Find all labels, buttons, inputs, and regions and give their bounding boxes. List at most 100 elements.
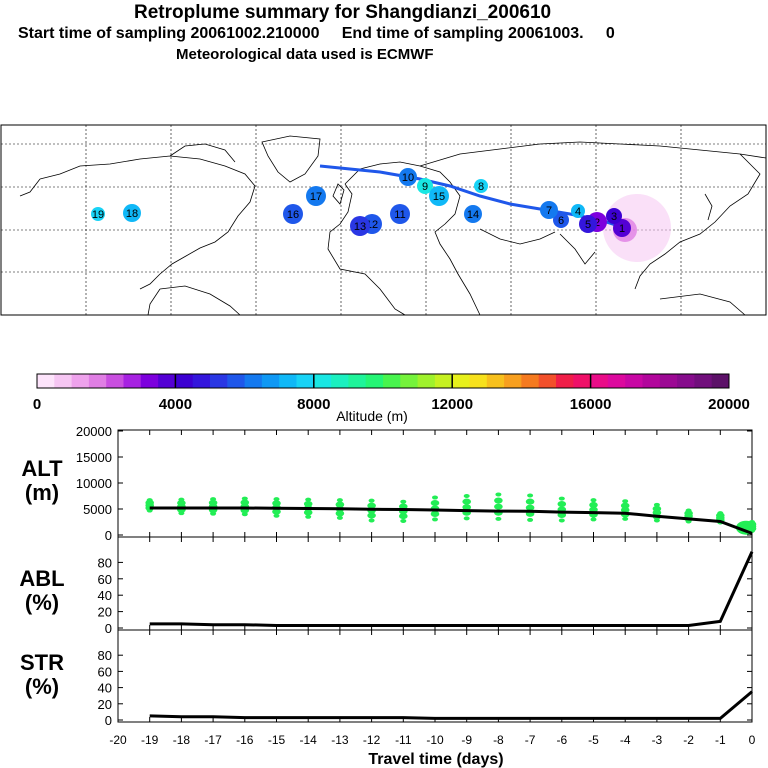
end-time-suffix: 0 <box>605 25 615 42</box>
colorbar-cell <box>210 374 228 388</box>
y-tick-label: 20000 <box>76 424 112 439</box>
trajectory-marker-label: 15 <box>433 191 445 203</box>
altitude-spread-dot <box>495 516 502 521</box>
trajectory-marker <box>91 207 105 221</box>
altitude-spread-dot <box>399 513 408 520</box>
altitude-spread-dot <box>336 498 343 503</box>
abl-panel-label: ABL <box>19 566 64 591</box>
altitude-spread-dot <box>622 516 629 521</box>
colorbar-cell <box>192 374 211 388</box>
x-tick-label: -17 <box>204 733 222 747</box>
panel-frame <box>117 536 753 631</box>
alt-panel-label: ALT <box>21 456 63 481</box>
y-tick-label: 60 <box>98 572 112 587</box>
colorbar-cell <box>504 374 522 388</box>
colorbar-cell <box>227 374 246 388</box>
altitude-spread-dot <box>495 492 502 497</box>
altitude-spread-dot <box>273 497 280 502</box>
altitude-spread-dot <box>525 498 535 505</box>
altitude-spread-dot <box>208 499 218 506</box>
y-tick-label: 0 <box>105 713 112 728</box>
trajectory-marker-label: 1 <box>619 223 625 235</box>
altitude-spread-dot <box>272 508 281 515</box>
colorbar-cell <box>348 374 367 388</box>
trajectory-marker <box>606 208 622 224</box>
altitude-spread-dot <box>305 497 312 502</box>
altitude-spread-dot <box>430 510 440 517</box>
altitude-spread-dot <box>210 497 217 502</box>
y-tick-label: 5000 <box>83 502 112 517</box>
trajectory-marker-label: 18 <box>126 208 138 220</box>
x-tick-label: -3 <box>652 733 663 747</box>
colorbar-cell <box>88 374 107 388</box>
x-tick-label: -16 <box>236 733 254 747</box>
altitude-spread-dot <box>146 498 153 503</box>
trajectory-marker <box>350 216 370 236</box>
altitude-spread-dot <box>527 493 534 498</box>
y-tick-label: 10000 <box>76 476 112 491</box>
colorbar-cell <box>677 374 695 388</box>
x-tick-label: -2 <box>683 733 694 747</box>
trajectory-marker-label: 14 <box>467 209 479 221</box>
colorbar-cell <box>365 374 384 388</box>
y-tick-label: 0 <box>105 528 112 543</box>
x-tick-label: -14 <box>300 733 318 747</box>
altitude-spread-dot <box>400 518 407 523</box>
trajectory-marker-label: 16 <box>287 209 299 221</box>
colorbar-cell <box>140 374 159 388</box>
altitude-spread-dot <box>590 517 597 522</box>
x-tick-label: -10 <box>426 733 444 747</box>
trajectory-marker-label: 6 <box>558 215 564 227</box>
colorbar-cell <box>642 374 661 388</box>
y-tick-label: 80 <box>98 555 112 570</box>
altitude-spread-dot <box>241 512 248 517</box>
x-tick-label: -13 <box>331 733 349 747</box>
y-tick-label: 40 <box>98 681 112 696</box>
colorbar-cell <box>573 374 592 388</box>
colorbar-cells <box>37 374 730 388</box>
colorbar-cell <box>383 374 401 388</box>
altitude-spread-dot <box>494 497 503 504</box>
altitude-spread-dot <box>463 494 470 498</box>
x-tick-label: -20 <box>109 733 127 747</box>
colorbar-cell <box>590 374 609 388</box>
trajectory-marker <box>283 204 303 224</box>
y-tick-label: 15000 <box>76 450 112 465</box>
colorbar-cell <box>313 374 332 388</box>
colorbar-cell <box>434 374 453 388</box>
trajectory-marker <box>390 204 410 224</box>
altitude-spread-dot <box>272 500 281 507</box>
colorbar-cell <box>486 374 505 388</box>
series-line-abl <box>149 551 754 627</box>
altitude-spread-dot <box>430 499 440 507</box>
trajectory-marker <box>399 168 417 186</box>
colorbar-cell <box>417 374 436 388</box>
altitude-spread-dot <box>335 510 345 517</box>
altitude-spread-dot <box>368 518 375 523</box>
colorbar-tick-label: 0 <box>33 396 41 413</box>
end-time-label: End time of sampling 20061003. <box>341 25 584 42</box>
trajectory-marker-label: 9 <box>422 181 428 193</box>
x-tick-label: -7 <box>525 733 536 747</box>
series-line-alt <box>149 506 753 535</box>
x-tick-label: -12 <box>363 733 381 747</box>
colorbar-cell <box>296 374 315 388</box>
trajectory-marker <box>613 219 631 237</box>
colorbar-cell <box>175 374 194 388</box>
altitude-spread-dot <box>527 517 534 522</box>
colorbar-tick-label: 20000 <box>708 396 750 413</box>
altitude-spread-dot <box>335 501 345 508</box>
altitude-spread-dot <box>177 499 186 507</box>
altitude-spread-dot <box>653 518 660 523</box>
altitude-spread-dot <box>736 520 756 535</box>
x-tick-label: -15 <box>268 733 286 747</box>
colorbar-cell <box>106 374 124 388</box>
colorbar-cell <box>452 374 470 388</box>
trajectory-marker <box>553 212 569 228</box>
trajectory-marker-label: 19 <box>92 209 104 221</box>
trajectory-marker <box>306 186 326 206</box>
altitude-spread-dot <box>558 496 565 501</box>
altitude-spread-dot <box>494 503 503 510</box>
x-tick-label: 0 <box>749 733 756 747</box>
